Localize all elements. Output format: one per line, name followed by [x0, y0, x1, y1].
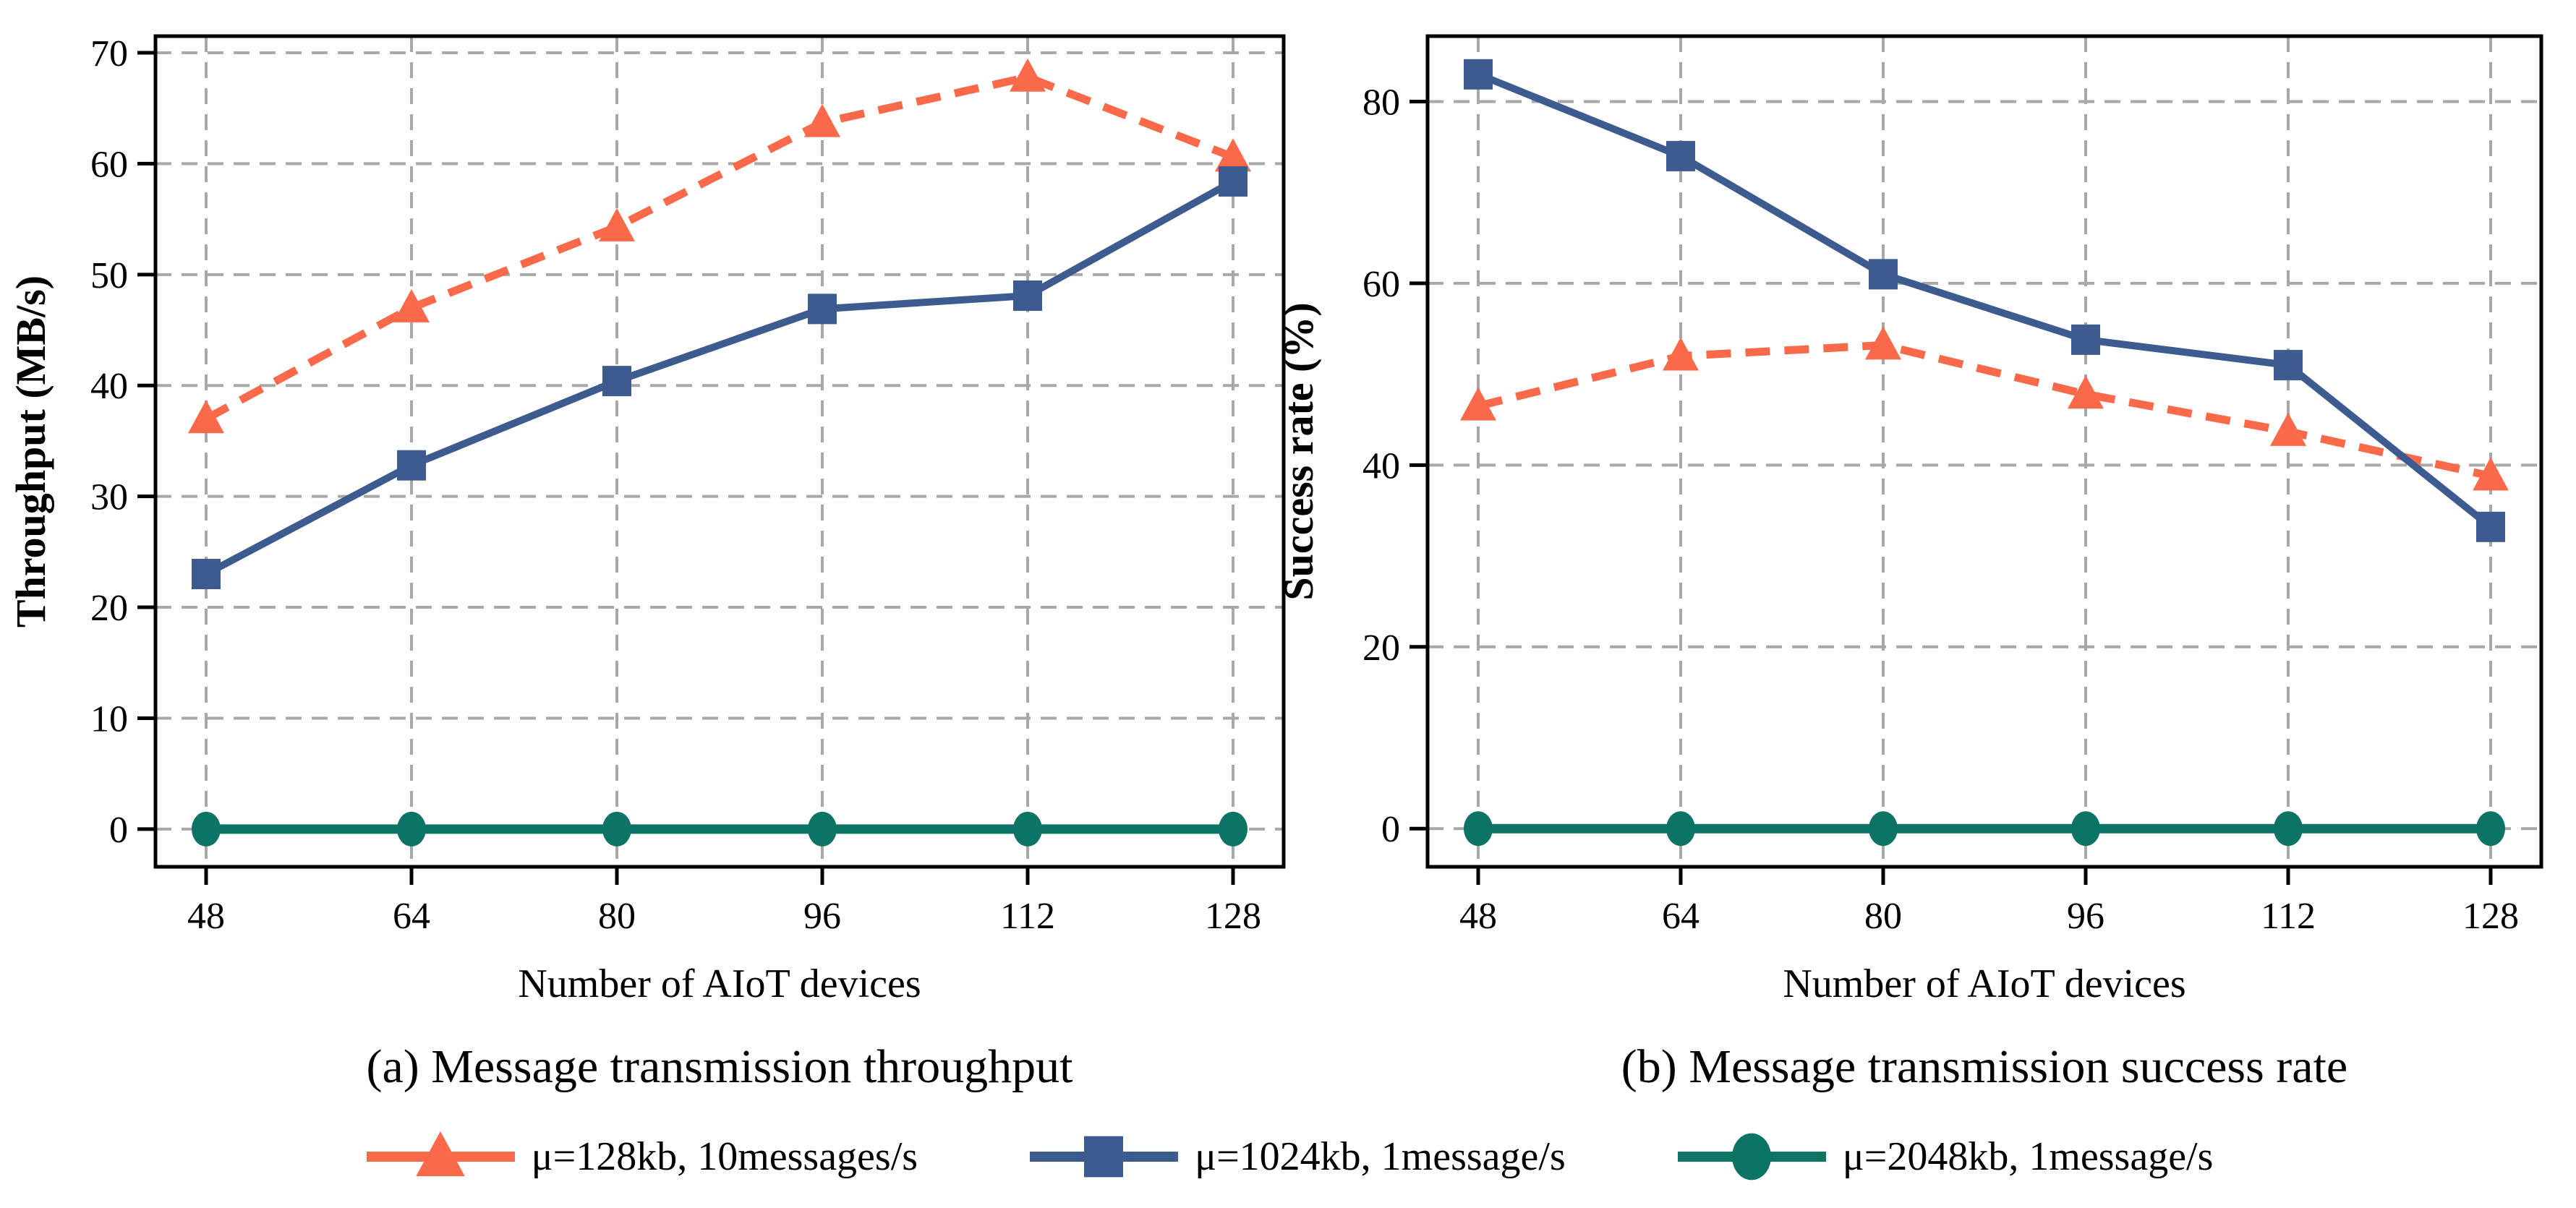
y-tick-label: 50	[90, 255, 128, 296]
data-point	[1460, 387, 1496, 421]
data-point	[808, 294, 837, 325]
data-point	[393, 288, 430, 322]
series-line-1	[204, 178, 1235, 578]
square-marker-icon	[1030, 1136, 1179, 1178]
data-point	[1219, 166, 1248, 197]
legend-triangle-icon	[415, 1131, 465, 1176]
circle-marker-icon	[1677, 1133, 1826, 1181]
data-point	[2071, 324, 2100, 355]
y-tick-label: 40	[90, 366, 128, 407]
data-point	[192, 811, 221, 847]
legend-circle-icon	[1731, 1133, 1771, 1181]
y-tick-label: 30	[90, 477, 128, 518]
x-tick-label: 128	[1205, 896, 1261, 937]
data-point	[397, 450, 426, 481]
data-point	[1666, 811, 1695, 847]
y-tick-label: 10	[90, 698, 128, 740]
legend: μ=128kb, 10messages/s μ=1024kb, 1message…	[0, 1113, 2576, 1200]
data-point	[1865, 326, 1901, 360]
x-tick-label: 112	[2261, 896, 2316, 937]
chart-throughput: 48 64 80 96 112 128 0 10 20 30 40 50 60 70 Number of A…	[7, 33, 1286, 1006]
data-point	[192, 559, 221, 590]
legend-item-mu1024: μ=1024kb, 1message/s	[1026, 1126, 1566, 1187]
data-point	[397, 811, 426, 847]
data-point	[1013, 811, 1042, 847]
y-axis-label: Success rate (%)	[1275, 302, 1322, 600]
data-point	[1666, 140, 1695, 171]
data-point	[1869, 811, 1898, 847]
y-tick-label: 70	[90, 33, 128, 74]
legend-label-mu1024: μ=1024kb, 1message/s	[1195, 1134, 1566, 1179]
x-tick-label: 64	[393, 896, 430, 937]
x-tick-label: 48	[1459, 896, 1497, 937]
x-tick-label: 80	[1864, 896, 1902, 937]
data-point	[2473, 457, 2509, 491]
chart-success-rate: 48 64 80 96 112 128 0 20 40 60 80 Number of AIoT de…	[1275, 34, 2543, 1006]
legend-square-icon	[1084, 1136, 1124, 1178]
data-point	[2476, 511, 2505, 542]
series-line-0	[1477, 340, 2492, 480]
x-tick-label: 128	[2462, 896, 2519, 937]
y-tick-label: 20	[1362, 627, 1400, 669]
y-tick-label: 0	[1381, 809, 1400, 850]
x-tick-label: 80	[598, 896, 636, 937]
y-tick-label: 60	[90, 144, 128, 185]
axes-border	[153, 34, 1286, 869]
y-axis-label: Throughput (MB/s)	[7, 275, 54, 627]
y-tick-label: 0	[109, 810, 128, 851]
x-tick-label: 96	[2067, 896, 2104, 937]
legend-label-mu2048: μ=2048kb, 1message/s	[1842, 1134, 2214, 1179]
y-tick-label: 20	[90, 588, 128, 629]
data-point	[1010, 58, 1046, 92]
legend-item-mu128: μ=128kb, 10messages/s	[363, 1126, 918, 1187]
data-point	[602, 366, 631, 397]
data-point	[1464, 811, 1493, 847]
x-tick-label: 112	[1000, 896, 1055, 937]
data-point	[1464, 59, 1493, 90]
data-point	[2274, 350, 2303, 381]
x-tick-label: 48	[187, 896, 225, 937]
data-point	[2068, 375, 2104, 409]
data-point	[808, 811, 837, 847]
data-point	[1869, 259, 1898, 290]
data-point	[2476, 811, 2505, 847]
x-axis-label: Number of AIoT devices	[518, 961, 921, 1006]
data-point	[602, 811, 631, 847]
legend-label-mu128: μ=128kb, 10messages/s	[531, 1134, 918, 1179]
data-point	[2274, 811, 2303, 847]
x-axis-label: Number of AIoT devices	[1783, 961, 2185, 1006]
data-point	[599, 207, 635, 241]
data-point	[2071, 811, 2100, 847]
legend-item-mu2048: μ=2048kb, 1message/s	[1674, 1126, 2214, 1187]
data-point	[1663, 337, 1699, 371]
triangle-marker-icon	[366, 1131, 515, 1176]
series-line-1	[1477, 71, 2494, 530]
y-tick-label: 60	[1362, 264, 1400, 305]
caption-b: (b) Message transmission success rate	[1621, 1040, 2348, 1093]
y-tick-label: 40	[1362, 445, 1400, 487]
axes-border	[1425, 34, 2543, 869]
y-tick-label: 80	[1362, 82, 1400, 124]
data-point	[1219, 811, 1248, 847]
data-point	[188, 400, 224, 434]
series-line-0	[204, 73, 1234, 423]
caption-a: (a) Message transmission throughput	[366, 1040, 1073, 1093]
x-tick-label: 96	[803, 896, 841, 937]
data-point	[1013, 280, 1042, 311]
x-tick-label: 64	[1662, 896, 1699, 937]
data-point	[2270, 412, 2306, 446]
data-point	[1215, 138, 1251, 172]
data-point	[804, 103, 840, 137]
